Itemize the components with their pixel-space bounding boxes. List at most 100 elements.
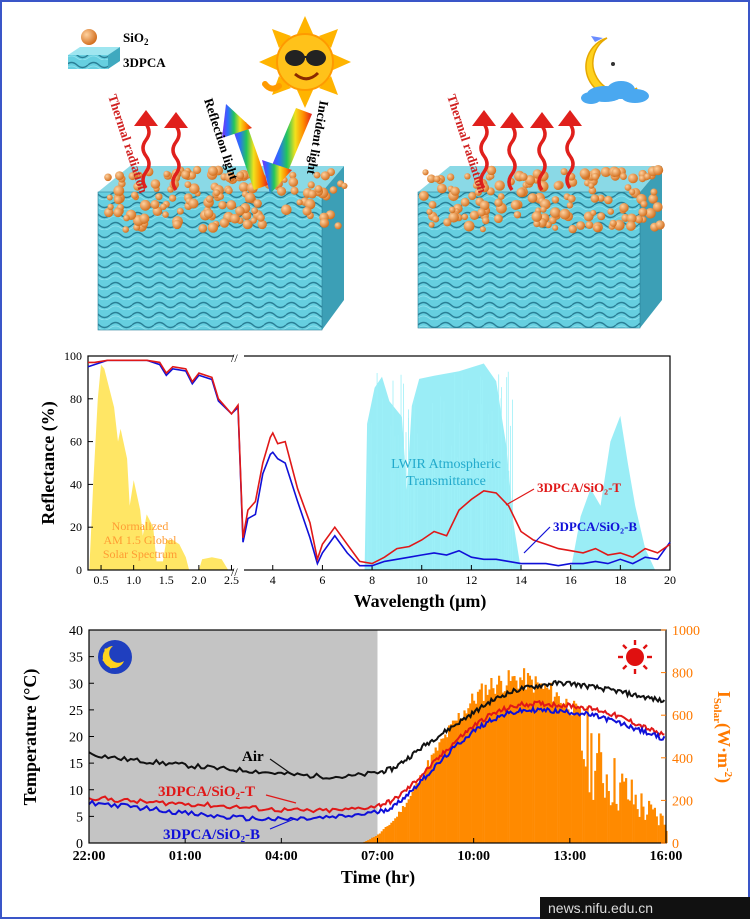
solar-bar xyxy=(603,797,606,843)
solar-bar xyxy=(459,719,462,843)
sio2-particle xyxy=(133,182,142,191)
solar-bar xyxy=(575,703,578,843)
sio2-particle xyxy=(611,167,621,177)
sio2-particle xyxy=(107,203,114,211)
sio2-particle xyxy=(198,224,208,233)
solar-bar xyxy=(467,708,470,843)
sio2-particle xyxy=(226,200,237,210)
solar-bar xyxy=(623,781,626,843)
sio2-particle xyxy=(313,171,321,179)
solar-bar xyxy=(428,766,431,843)
moon-and-stars-icon xyxy=(98,640,132,674)
sio2-particle xyxy=(494,180,505,191)
x-tick-label: 16:00 xyxy=(650,849,683,864)
x-tick-label: 01:00 xyxy=(169,849,202,864)
schematic-panel: SiO2 3DPCA xyxy=(68,16,665,331)
sio2-particle xyxy=(516,187,526,198)
solar-bar xyxy=(419,775,422,843)
sio2-particle xyxy=(468,192,477,200)
y-tick-label: 20 xyxy=(69,731,83,746)
sio2-particle xyxy=(334,222,342,230)
x-tick-label: 1.0 xyxy=(126,573,141,587)
sio2-particle xyxy=(479,200,490,211)
solar-bar xyxy=(380,831,383,843)
solar-bar xyxy=(605,774,608,843)
solar-bar xyxy=(369,839,372,843)
y-tick-label: 5 xyxy=(76,810,83,825)
y-tick-label: 25 xyxy=(69,704,83,719)
night-arrowheads xyxy=(472,110,582,128)
sio2-particle xyxy=(619,173,627,180)
solar-bar xyxy=(538,684,541,843)
solar-bar xyxy=(507,670,510,843)
solar-bar xyxy=(378,833,381,843)
x-tick-label: 2.0 xyxy=(191,573,206,587)
solar-bar xyxy=(607,791,610,843)
solar-bar xyxy=(374,836,378,843)
sio2-particle xyxy=(566,202,574,209)
solar-bar xyxy=(551,701,555,843)
sio2-particle xyxy=(244,192,256,203)
solar-bar xyxy=(513,676,516,843)
solar-bar xyxy=(611,802,614,843)
sio2-particle xyxy=(422,169,429,176)
solar-bar xyxy=(615,803,618,843)
solar-bar xyxy=(367,840,370,843)
sio2-particle xyxy=(479,226,486,233)
solar-bar xyxy=(373,837,376,843)
solar-bar xyxy=(463,710,466,843)
solar-bar xyxy=(650,804,653,843)
watermark: news.nifu.edu.cn xyxy=(540,897,750,919)
solar-bar xyxy=(503,691,506,843)
solar-bar xyxy=(390,822,393,843)
solar-bar xyxy=(474,703,478,843)
sio2-particle xyxy=(418,190,429,201)
solar-irradiance-fill xyxy=(363,668,668,843)
y-tick-label: 40 xyxy=(70,477,82,491)
solar-bar xyxy=(609,805,612,843)
solar-bar xyxy=(457,713,460,843)
sio2-particle xyxy=(579,168,590,179)
solar-bar xyxy=(634,794,637,843)
solar-bar xyxy=(401,806,405,843)
sio2-particle xyxy=(139,213,150,224)
x-axis-label: Wavelength (μm) xyxy=(354,591,487,612)
solar-bar xyxy=(588,792,591,843)
solar-bar xyxy=(657,825,660,843)
y2-tick-label: 400 xyxy=(672,752,693,767)
y2-tick-label: 200 xyxy=(672,794,693,809)
sio2-particle xyxy=(257,219,267,230)
solar-spectrum-fill xyxy=(89,364,229,570)
sio2-particle xyxy=(486,165,497,176)
sio2-particle xyxy=(150,179,161,189)
sio2-particle xyxy=(648,194,658,204)
solar-bar xyxy=(417,782,420,843)
sio2-particle xyxy=(236,171,245,180)
night-shading xyxy=(89,630,378,843)
solar-bar xyxy=(582,759,585,843)
temperature-series xyxy=(88,679,666,822)
sio2-particle xyxy=(242,210,252,221)
sio2-particle xyxy=(113,195,123,205)
x-tick-label: 16 xyxy=(565,573,577,587)
y2-axis-label: ISolar(W·m-2) xyxy=(711,691,734,783)
sio2-particle xyxy=(238,182,249,193)
solar-bar xyxy=(567,709,570,843)
sio2-particle xyxy=(607,208,614,215)
sio2-particle xyxy=(224,172,236,183)
solar-bar xyxy=(648,800,651,843)
top-label-pointer xyxy=(505,488,535,506)
solar-bar xyxy=(496,684,499,843)
sio2-particle xyxy=(329,186,338,194)
solar-bar xyxy=(636,809,639,843)
sio2-particle xyxy=(443,218,452,227)
sio2-particle xyxy=(122,226,129,233)
sio2-particle xyxy=(139,199,151,211)
sio2-particle xyxy=(251,207,258,215)
solar-bar xyxy=(515,680,518,843)
y2-tick-label: 1000 xyxy=(672,624,700,639)
x-tick-label: 13:00 xyxy=(553,849,586,864)
sio2-particle xyxy=(302,206,312,216)
